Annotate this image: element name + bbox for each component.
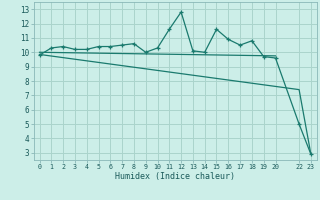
X-axis label: Humidex (Indice chaleur): Humidex (Indice chaleur)	[115, 172, 235, 181]
